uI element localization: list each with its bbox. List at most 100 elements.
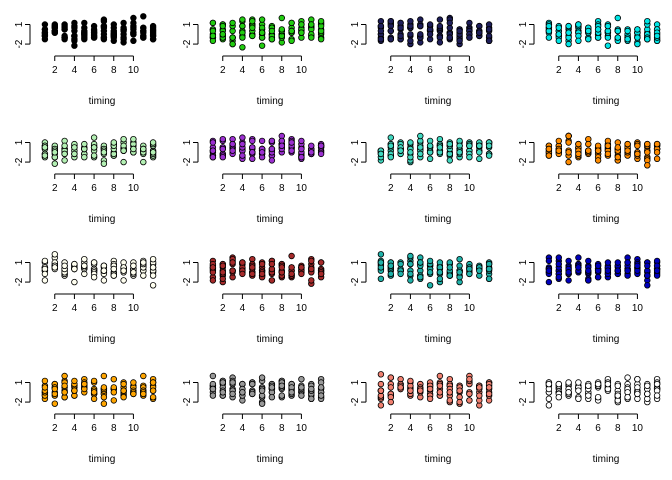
data-point — [387, 153, 394, 161]
data-point — [308, 385, 315, 393]
data-point — [436, 382, 444, 389]
data-point — [249, 380, 256, 388]
data-point — [317, 142, 325, 149]
data-point — [298, 270, 305, 278]
data-point — [61, 262, 68, 269]
y-tick-label: -2 — [14, 157, 25, 166]
data-point — [229, 140, 236, 148]
data-point — [555, 260, 562, 268]
data-point — [407, 252, 414, 260]
data-point — [209, 372, 217, 380]
x-tick-label: 10 — [464, 183, 476, 194]
data-point — [110, 272, 117, 279]
x-tick-label: 6 — [427, 303, 433, 314]
data-point — [51, 149, 58, 156]
data-point — [219, 389, 226, 396]
x-tick-label: 6 — [595, 423, 601, 434]
data-point — [258, 149, 266, 156]
data-point — [51, 160, 58, 167]
data-point — [239, 389, 246, 396]
x-tick-label: 4 — [576, 183, 582, 194]
x-tick-label: 2 — [52, 183, 58, 194]
data-point — [268, 277, 276, 284]
x-tick-label: 8 — [111, 423, 117, 434]
data-point — [456, 256, 463, 263]
data-point — [258, 400, 266, 407]
data-point — [594, 26, 602, 33]
data-point — [545, 34, 553, 41]
data-point — [209, 264, 217, 271]
y-tick-label: 1 — [350, 21, 361, 27]
data-point — [249, 155, 256, 162]
data-point — [81, 262, 88, 269]
data-point — [110, 139, 117, 146]
x-tick-label: 4 — [72, 303, 78, 314]
data-point — [417, 132, 424, 140]
data-point — [51, 251, 58, 258]
data-point — [219, 269, 226, 276]
data-point — [387, 374, 394, 381]
data-point — [61, 150, 68, 158]
data-point — [90, 152, 98, 159]
data-point — [397, 384, 404, 391]
data-point — [585, 147, 592, 154]
data-point — [436, 372, 444, 380]
data-point — [634, 34, 641, 41]
data-point — [219, 31, 226, 38]
data-point — [565, 149, 572, 156]
data-point — [71, 387, 78, 394]
data-point — [565, 139, 572, 146]
data-point — [298, 264, 305, 271]
x-tick-label: 8 — [111, 183, 117, 194]
x-tick-label: 6 — [259, 183, 265, 194]
x-tick-label: 4 — [408, 303, 414, 314]
data-point — [407, 18, 414, 25]
data-point — [130, 37, 137, 44]
x-tick-label: 4 — [408, 183, 414, 194]
data-point — [110, 24, 117, 31]
data-point — [644, 382, 651, 389]
data-point — [644, 18, 651, 25]
data-point — [565, 158, 572, 166]
data-point — [407, 37, 414, 44]
data-point — [41, 257, 49, 265]
x-tick-label: 10 — [464, 65, 476, 76]
data-point — [624, 27, 631, 35]
x-tick-label: 6 — [595, 303, 601, 314]
data-point — [575, 21, 582, 28]
y-tick-label: 1 — [518, 259, 529, 265]
data-point — [466, 142, 473, 149]
data-point — [100, 22, 108, 30]
x-tick-label: 8 — [615, 183, 621, 194]
y-tick-label: 1 — [350, 259, 361, 265]
x-tick-label: 10 — [464, 423, 476, 434]
data-point — [249, 32, 256, 40]
data-point — [268, 157, 276, 164]
data-point — [100, 384, 108, 391]
data-point — [219, 135, 226, 143]
data-point — [90, 144, 98, 151]
data-point — [604, 42, 612, 49]
data-point — [417, 259, 424, 266]
data-point — [268, 394, 276, 401]
data-point — [308, 34, 315, 41]
x-tick-label: 10 — [128, 423, 140, 434]
x-tick-label: 10 — [632, 303, 644, 314]
x-tick-label: 8 — [279, 183, 285, 194]
data-point — [614, 382, 621, 389]
data-point — [436, 39, 444, 46]
data-point — [317, 392, 325, 399]
data-point — [317, 18, 325, 25]
data-point — [71, 265, 78, 273]
data-point — [377, 251, 385, 258]
x-tick-label: 2 — [556, 183, 562, 194]
data-point — [594, 394, 602, 401]
data-point — [604, 380, 612, 388]
x-axis-label: timing — [257, 334, 284, 345]
data-point — [377, 402, 385, 409]
x-tick-label: 6 — [259, 65, 265, 76]
data-point — [634, 376, 641, 383]
data-point — [149, 264, 157, 271]
data-point — [308, 257, 315, 265]
data-point — [209, 385, 217, 393]
